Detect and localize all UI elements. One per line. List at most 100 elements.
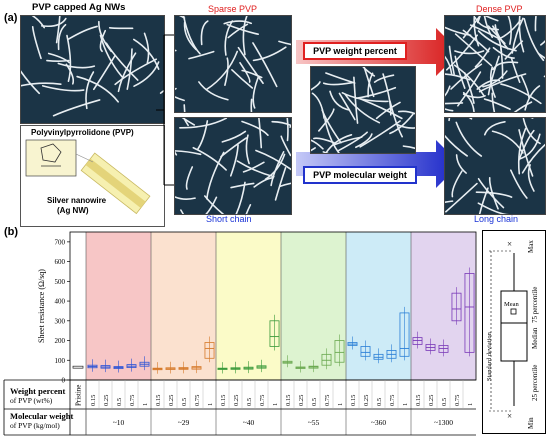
nanowire [114, 58, 158, 86]
nanowire [491, 92, 496, 112]
nanowire [454, 50, 485, 55]
row1-label2: of PVP (wt%) [10, 396, 53, 405]
nanowire [40, 17, 67, 28]
nanowire [321, 109, 342, 144]
nanowire [491, 130, 524, 154]
nanowire [487, 55, 500, 96]
nanowire [181, 118, 196, 126]
nanowire [175, 150, 202, 156]
nanowire [322, 151, 329, 153]
molecular-weight-label: ~29 [178, 418, 190, 427]
nanowire [274, 167, 287, 201]
nanowire [478, 187, 489, 214]
nanowire [21, 70, 41, 95]
y-tick-label: 500 [55, 278, 66, 286]
nanowire [264, 153, 286, 180]
weight-percent-label: 0.15 [220, 395, 227, 406]
nanowire [245, 134, 250, 165]
nanowire [476, 16, 481, 24]
nanowire [220, 137, 248, 158]
weight-percent-label: 1 [402, 403, 409, 406]
long-chain-label: Long chain [474, 214, 519, 224]
nanowire [517, 127, 527, 175]
nanowire [500, 83, 542, 105]
box [204, 342, 215, 359]
nanowire [363, 67, 375, 98]
nanowire [57, 62, 96, 69]
legend-p75: 75 percentile [531, 286, 539, 323]
nanowire [513, 101, 533, 112]
nanowire [397, 110, 415, 115]
legend-std: Standard deviation [486, 332, 493, 381]
nanowire [521, 143, 545, 174]
group-bg [411, 232, 476, 380]
nanowire [205, 196, 218, 214]
nanowire [367, 72, 374, 98]
nanowire [41, 85, 85, 92]
molecular-weight-label: ~360 [371, 418, 387, 427]
panel-a-label: (a) [4, 12, 18, 24]
nanowire [483, 121, 506, 136]
nanowire [175, 87, 177, 91]
nanowire [402, 145, 415, 150]
weight-percent-label: 0.25 [233, 395, 240, 406]
nanowire [108, 26, 134, 30]
nanowire [344, 93, 381, 124]
weight-percent-label: 0.75 [454, 395, 461, 406]
nanowire [445, 182, 478, 213]
nanowire [524, 85, 541, 111]
nanowire [175, 196, 196, 200]
nanowire [31, 25, 42, 60]
nanowire [231, 69, 254, 89]
nanowire [337, 131, 368, 152]
box [334, 340, 345, 363]
y-tick-label: 200 [55, 337, 66, 345]
nanowire [497, 19, 522, 41]
nanowire [373, 74, 395, 83]
nanowire [463, 72, 475, 104]
nanowire [445, 134, 468, 157]
weight-percent-label: 0.25 [103, 395, 110, 406]
molecular-weight-label: ~40 [243, 418, 255, 427]
box [321, 353, 332, 366]
nanowire [126, 48, 133, 90]
y-tick-label: 100 [55, 357, 66, 365]
nanowire [534, 16, 537, 32]
group-bg [281, 232, 346, 380]
sem-image-center [310, 66, 416, 154]
box [360, 346, 371, 357]
nanowire [507, 16, 512, 45]
inset-nanowire-label2: (Ag NW) [57, 206, 89, 215]
nanowire [279, 182, 291, 188]
dense-pvp-label: Dense PVP [476, 4, 523, 14]
sem-image-sparse [174, 15, 292, 113]
nanowire [280, 135, 291, 157]
pristine-label: Pristine [75, 385, 83, 406]
molecular-weight-label: ~55 [308, 418, 320, 427]
molecular-weight-box: PVP molecular weight [303, 166, 417, 184]
nanowire [324, 118, 340, 153]
nanowire [311, 139, 324, 150]
nanowire [66, 34, 72, 83]
nanowire [522, 118, 541, 145]
weight-percent-label: 0.75 [389, 395, 396, 406]
nanowire [477, 177, 505, 209]
nanowire [252, 76, 259, 109]
nanowire [311, 92, 325, 119]
nanowire [182, 118, 189, 127]
nanowire [133, 61, 160, 88]
nanowire [57, 23, 67, 51]
nanowire [250, 98, 253, 112]
weight-percent-label: 0.15 [155, 395, 162, 406]
y-tick-label: 400 [55, 298, 66, 306]
nanowire [445, 108, 454, 112]
nanowire [355, 133, 373, 149]
nanowire [519, 133, 541, 160]
weight-percent-label: 1 [207, 403, 214, 406]
nanowire [318, 108, 335, 132]
nanowire [510, 58, 521, 84]
weight-percent-label: 0.5 [311, 398, 318, 406]
nanowire [488, 176, 499, 210]
nanowire [188, 50, 215, 60]
nanowire [229, 144, 239, 177]
